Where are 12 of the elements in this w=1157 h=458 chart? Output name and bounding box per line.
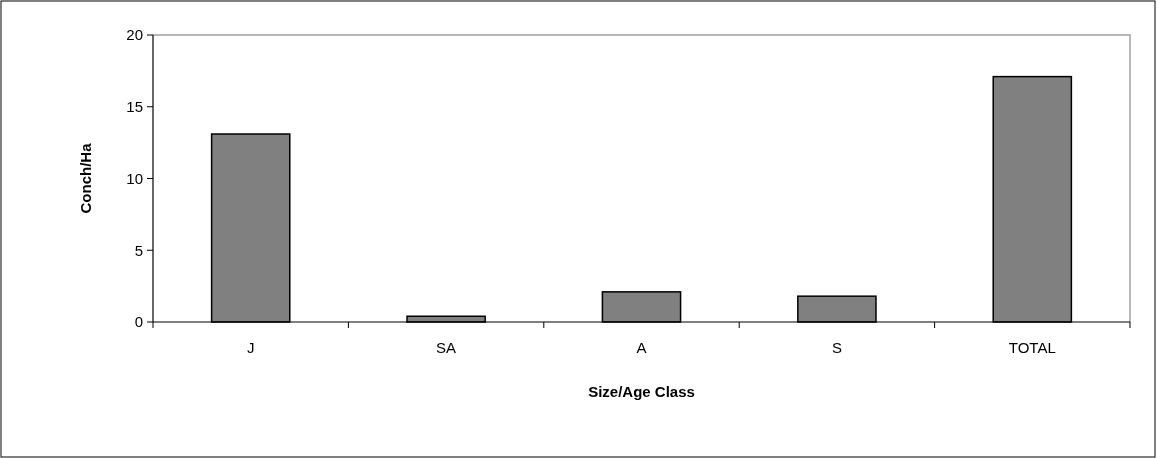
y-tick-label: 0 [134, 313, 143, 331]
y-axis-title: Conch/Ha [77, 142, 94, 214]
y-tick-label: 10 [126, 169, 143, 187]
x-tick-label: SA [436, 339, 457, 356]
x-tick-label: A [636, 339, 647, 356]
x-axis-title: Size/Age Class [588, 383, 695, 400]
y-tick-label: 20 [126, 26, 143, 44]
x-tick-label: S [831, 339, 842, 356]
x-tick-label: TOTAL [1008, 339, 1056, 356]
y-tick-label: 5 [134, 241, 143, 259]
x-tick-label: J [246, 339, 255, 356]
y-tick-label: 15 [126, 98, 143, 115]
